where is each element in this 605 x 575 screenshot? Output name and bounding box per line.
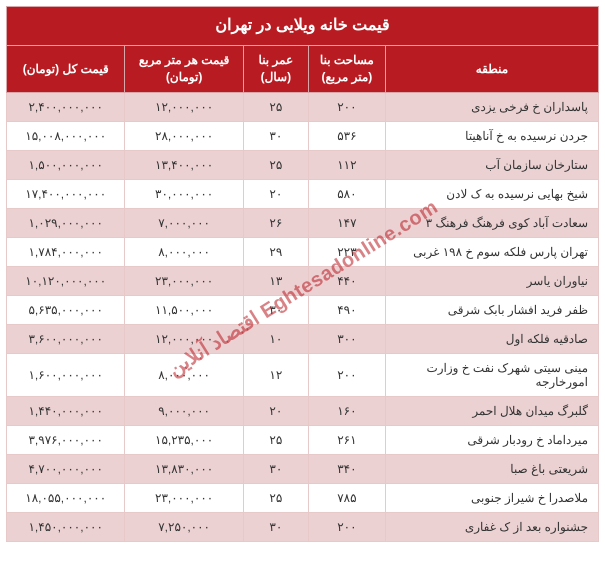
table-row: تهران پارس فلکه سوم خ ۱۹۸ غربی۲۲۳۲۹۸,۰۰۰… (7, 237, 599, 266)
cell-age: ۲۹ (243, 237, 308, 266)
cell-price-per-m: ۳۰,۰۰۰,۰۰۰ (125, 179, 243, 208)
table-title: قیمت خانه ویلایی در تهران (7, 7, 599, 46)
cell-area: ۷۸۵ (308, 483, 385, 512)
cell-price-per-m: ۱۱,۵۰۰,۰۰۰ (125, 295, 243, 324)
table-row: جشنواره بعد از ک غفاری۲۰۰۳۰۷,۲۵۰,۰۰۰۱,۴۵… (7, 512, 599, 541)
table-row: شیخ بهایی نرسیده به ک لادن۵۸۰۲۰۳۰,۰۰۰,۰۰… (7, 179, 599, 208)
cell-price-per-m: ۲۸,۰۰۰,۰۰۰ (125, 121, 243, 150)
cell-total-price: ۱۷,۴۰۰,۰۰۰,۰۰۰ (7, 179, 125, 208)
cell-age: ۲۶ (243, 208, 308, 237)
cell-price-per-m: ۸,۰۰۰,۰۰۰ (125, 237, 243, 266)
cell-area: ۲۶۱ (308, 425, 385, 454)
header-region: منطقه (385, 46, 598, 93)
cell-region: جردن نرسیده به خ آناهیتا (385, 121, 598, 150)
cell-total-price: ۱,۰۲۹,۰۰۰,۰۰۰ (7, 208, 125, 237)
table-row: پاسداران خ فرخی یزدی۲۰۰۲۵۱۲,۰۰۰,۰۰۰۲,۴۰۰… (7, 92, 599, 121)
cell-region: ظفر فرید افشار بابک شرقی (385, 295, 598, 324)
cell-region: مینی سیتی شهرک نفت خ وزارت امورخارجه (385, 353, 598, 396)
cell-region: ستارخان سازمان آب (385, 150, 598, 179)
table-row: صادقیه فلکه اول۳۰۰۱۰۱۲,۰۰۰,۰۰۰۳,۶۰۰,۰۰۰,… (7, 324, 599, 353)
cell-area: ۲۲۳ (308, 237, 385, 266)
cell-region: پاسداران خ فرخی یزدی (385, 92, 598, 121)
cell-price-per-m: ۱۳,۴۰۰,۰۰۰ (125, 150, 243, 179)
price-table: قیمت خانه ویلایی در تهران منطقه مساحت بن… (6, 6, 599, 542)
header-age: عمر بنا (سال) (243, 46, 308, 93)
table-row: ظفر فرید افشار بابک شرقی۴۹۰۳۰۱۱,۵۰۰,۰۰۰۵… (7, 295, 599, 324)
cell-price-per-m: ۱۲,۰۰۰,۰۰۰ (125, 92, 243, 121)
cell-price-per-m: ۱۲,۰۰۰,۰۰۰ (125, 324, 243, 353)
table-row: نیاوران یاسر۴۴۰۱۳۲۳,۰۰۰,۰۰۰۱۰,۱۲۰,۰۰۰,۰۰… (7, 266, 599, 295)
cell-region: شریعتی باغ صبا (385, 454, 598, 483)
cell-region: شیخ بهایی نرسیده به ک لادن (385, 179, 598, 208)
cell-area: ۲۰۰ (308, 512, 385, 541)
cell-age: ۱۲ (243, 353, 308, 396)
cell-total-price: ۱۰,۱۲۰,۰۰۰,۰۰۰ (7, 266, 125, 295)
cell-region: صادقیه فلکه اول (385, 324, 598, 353)
cell-price-per-m: ۲۳,۰۰۰,۰۰۰ (125, 266, 243, 295)
cell-area: ۲۰۰ (308, 353, 385, 396)
cell-price-per-m: ۷,۰۰۰,۰۰۰ (125, 208, 243, 237)
table-row: میرداماد خ رودبار شرقی۲۶۱۲۵۱۵,۲۳۵,۰۰۰۳,۹… (7, 425, 599, 454)
table-row: ملاصدرا خ شیراز جنوبی۷۸۵۲۵۲۳,۰۰۰,۰۰۰۱۸,۰… (7, 483, 599, 512)
table-row: گلبرگ میدان هلال احمر۱۶۰۲۰۹,۰۰۰,۰۰۰۱,۴۴۰… (7, 396, 599, 425)
header-area: مساحت بنا (متر مربع) (308, 46, 385, 93)
table-row: مینی سیتی شهرک نفت خ وزارت امورخارجه۲۰۰۱… (7, 353, 599, 396)
cell-area: ۳۴۰ (308, 454, 385, 483)
cell-total-price: ۱,۴۴۰,۰۰۰,۰۰۰ (7, 396, 125, 425)
cell-total-price: ۴,۷۰۰,۰۰۰,۰۰۰ (7, 454, 125, 483)
cell-price-per-m: ۱۳,۸۳۰,۰۰۰ (125, 454, 243, 483)
cell-total-price: ۳,۶۰۰,۰۰۰,۰۰۰ (7, 324, 125, 353)
cell-region: ملاصدرا خ شیراز جنوبی (385, 483, 598, 512)
header-total-price: قیمت کل (تومان) (7, 46, 125, 93)
table-row: سعادت آباد کوی فرهنگ فرهنگ ۳۱۴۷۲۶۷,۰۰۰,۰… (7, 208, 599, 237)
cell-age: ۲۵ (243, 150, 308, 179)
cell-total-price: ۵,۶۳۵,۰۰۰,۰۰۰ (7, 295, 125, 324)
cell-region: نیاوران یاسر (385, 266, 598, 295)
cell-price-per-m: ۱۵,۲۳۵,۰۰۰ (125, 425, 243, 454)
cell-area: ۴۴۰ (308, 266, 385, 295)
cell-area: ۲۰۰ (308, 92, 385, 121)
cell-region: میرداماد خ رودبار شرقی (385, 425, 598, 454)
cell-age: ۱۳ (243, 266, 308, 295)
cell-age: ۱۰ (243, 324, 308, 353)
cell-area: ۱۱۲ (308, 150, 385, 179)
cell-area: ۵۸۰ (308, 179, 385, 208)
cell-age: ۲۰ (243, 179, 308, 208)
cell-age: ۲۵ (243, 92, 308, 121)
cell-total-price: ۱,۶۰۰,۰۰۰,۰۰۰ (7, 353, 125, 396)
cell-area: ۴۹۰ (308, 295, 385, 324)
cell-age: ۳۰ (243, 121, 308, 150)
header-price-per-m: قیمت هر متر مربع (تومان) (125, 46, 243, 93)
cell-area: ۱۴۷ (308, 208, 385, 237)
cell-region: گلبرگ میدان هلال احمر (385, 396, 598, 425)
table-row: ستارخان سازمان آب۱۱۲۲۵۱۳,۴۰۰,۰۰۰۱,۵۰۰,۰۰… (7, 150, 599, 179)
cell-region: تهران پارس فلکه سوم خ ۱۹۸ غربی (385, 237, 598, 266)
cell-region: جشنواره بعد از ک غفاری (385, 512, 598, 541)
cell-price-per-m: ۸,۰۰۰,۰۰۰ (125, 353, 243, 396)
cell-age: ۳۰ (243, 295, 308, 324)
cell-total-price: ۳,۹۷۶,۰۰۰,۰۰۰ (7, 425, 125, 454)
cell-total-price: ۱۵,۰۰۸,۰۰۰,۰۰۰ (7, 121, 125, 150)
cell-area: ۳۰۰ (308, 324, 385, 353)
cell-price-per-m: ۷,۲۵۰,۰۰۰ (125, 512, 243, 541)
cell-region: سعادت آباد کوی فرهنگ فرهنگ ۳ (385, 208, 598, 237)
cell-age: ۲۵ (243, 483, 308, 512)
cell-total-price: ۱۸,۰۵۵,۰۰۰,۰۰۰ (7, 483, 125, 512)
cell-price-per-m: ۹,۰۰۰,۰۰۰ (125, 396, 243, 425)
cell-age: ۲۰ (243, 396, 308, 425)
table-row: شریعتی باغ صبا۳۴۰۳۰۱۳,۸۳۰,۰۰۰۴,۷۰۰,۰۰۰,۰… (7, 454, 599, 483)
cell-area: ۵۳۶ (308, 121, 385, 150)
cell-area: ۱۶۰ (308, 396, 385, 425)
cell-age: ۳۰ (243, 454, 308, 483)
table-row: جردن نرسیده به خ آناهیتا۵۳۶۳۰۲۸,۰۰۰,۰۰۰۱… (7, 121, 599, 150)
cell-total-price: ۲,۴۰۰,۰۰۰,۰۰۰ (7, 92, 125, 121)
cell-total-price: ۱,۵۰۰,۰۰۰,۰۰۰ (7, 150, 125, 179)
cell-age: ۳۰ (243, 512, 308, 541)
cell-total-price: ۱,۷۸۴,۰۰۰,۰۰۰ (7, 237, 125, 266)
cell-price-per-m: ۲۳,۰۰۰,۰۰۰ (125, 483, 243, 512)
cell-age: ۲۵ (243, 425, 308, 454)
cell-total-price: ۱,۴۵۰,۰۰۰,۰۰۰ (7, 512, 125, 541)
